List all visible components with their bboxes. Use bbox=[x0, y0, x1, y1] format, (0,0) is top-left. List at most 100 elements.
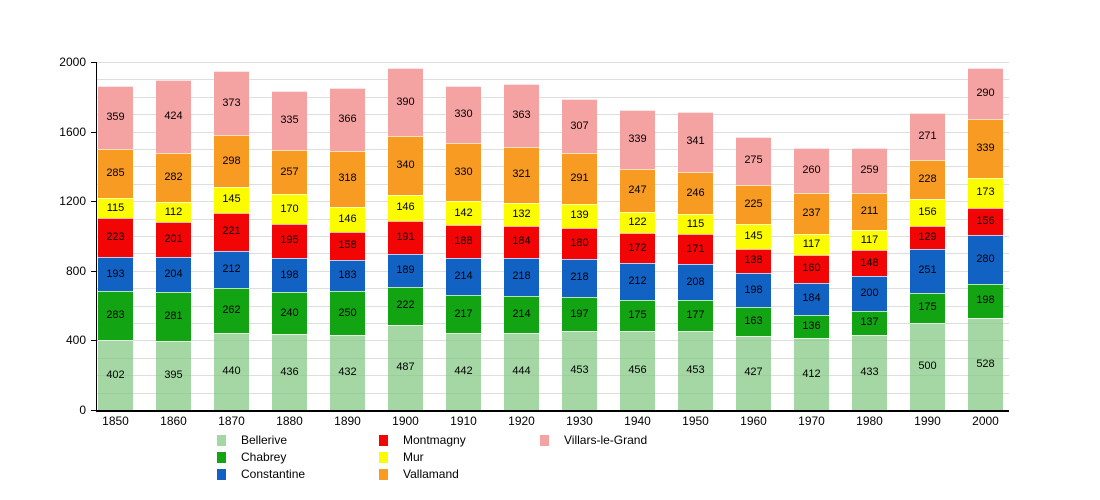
bar-column-1850: 402 283 193 223 115 285 359 bbox=[98, 62, 133, 410]
bar-segment-mur: 115 bbox=[678, 214, 713, 235]
bar-segment-vallamand: 298 bbox=[214, 135, 249, 188]
segment-value-label: 212 bbox=[628, 275, 647, 288]
y-tick-mark bbox=[91, 340, 96, 342]
legend-label: Villars-le-Grand bbox=[564, 433, 648, 447]
gridline bbox=[97, 375, 1009, 377]
bar-segment-chabrey: 197 bbox=[562, 296, 597, 332]
segment-value-label: 433 bbox=[860, 365, 879, 378]
bar-segment-mur: 145 bbox=[214, 187, 249, 213]
segment-value-label: 373 bbox=[222, 96, 241, 109]
bar-segment-vallamand: 211 bbox=[852, 193, 887, 230]
legend-item-montmagny: Montmagny bbox=[379, 432, 466, 448]
segment-value-label: 156 bbox=[976, 214, 995, 227]
bar-segment-chabrey: 283 bbox=[98, 290, 133, 341]
bar-segment-mur: 115 bbox=[98, 198, 133, 219]
segment-value-label: 318 bbox=[338, 172, 357, 185]
segment-value-label: 184 bbox=[802, 292, 821, 305]
bar-segment-mur: 145 bbox=[736, 223, 771, 249]
segment-value-label: 250 bbox=[338, 306, 357, 319]
segment-value-label: 225 bbox=[744, 197, 763, 210]
bar-segment-villars-le-grand: 260 bbox=[794, 148, 829, 194]
segment-value-label: 366 bbox=[338, 112, 357, 125]
legend-label: Constantine bbox=[241, 467, 306, 481]
x-tick-label: 2000 bbox=[972, 414, 999, 428]
bar-segment-montmagny: 129 bbox=[910, 226, 945, 249]
segment-value-label: 146 bbox=[338, 212, 357, 225]
bar-segment-chabrey: 281 bbox=[156, 292, 191, 342]
segment-value-label: 330 bbox=[454, 165, 473, 178]
segment-value-label: 145 bbox=[222, 193, 241, 206]
bar-segment-constantine: 212 bbox=[620, 263, 655, 301]
plot-area: 402 283 193 223 115 285 359 395 281 204 201 112 282 4… bbox=[97, 62, 1009, 410]
bar-segment-chabrey: 262 bbox=[214, 287, 249, 334]
segment-value-label: 212 bbox=[222, 262, 241, 275]
bar-segment-bellerive: 436 bbox=[272, 334, 307, 410]
segment-value-label: 390 bbox=[396, 95, 415, 108]
bar-segment-constantine: 212 bbox=[214, 251, 249, 288]
bar-segment-montmagny: 195 bbox=[272, 224, 307, 258]
x-tick-label: 1970 bbox=[798, 414, 825, 428]
segment-value-label: 184 bbox=[512, 235, 531, 248]
bar-segment-villars-le-grand: 359 bbox=[98, 86, 133, 149]
segment-value-label: 171 bbox=[686, 242, 705, 255]
bar-segment-chabrey: 214 bbox=[504, 295, 539, 333]
bar-segment-constantine: 251 bbox=[910, 248, 945, 293]
legend-swatch bbox=[217, 451, 226, 463]
bar-segment-montmagny: 184 bbox=[504, 225, 539, 258]
bar-segment-constantine: 193 bbox=[98, 257, 133, 291]
segment-value-label: 339 bbox=[628, 133, 647, 146]
bar-column-1950: 453 177 208 171 115 246 341 bbox=[678, 62, 713, 410]
segment-value-label: 432 bbox=[338, 365, 357, 378]
bar-segment-vallamand: 321 bbox=[504, 146, 539, 203]
x-tick-label: 1950 bbox=[682, 414, 709, 428]
segment-value-label: 487 bbox=[396, 361, 415, 374]
x-tick-label: 1850 bbox=[102, 414, 129, 428]
gridline bbox=[97, 323, 1009, 324]
gridline bbox=[97, 288, 1009, 290]
bar-segment-villars-le-grand: 290 bbox=[968, 68, 1003, 119]
legend-item-chabrey: Chabrey bbox=[217, 449, 286, 465]
segment-value-label: 237 bbox=[802, 207, 821, 220]
segment-value-label: 170 bbox=[280, 202, 299, 215]
y-tick-mark bbox=[91, 270, 96, 272]
legend-swatch bbox=[217, 468, 226, 480]
bar-segment-bellerive: 440 bbox=[214, 333, 249, 410]
segment-value-label: 402 bbox=[106, 368, 125, 381]
bar-segment-montmagny: 188 bbox=[446, 225, 481, 259]
bar-segment-chabrey: 137 bbox=[852, 310, 887, 335]
bar-segment-villars-le-grand: 373 bbox=[214, 70, 249, 136]
segment-value-label: 340 bbox=[396, 159, 415, 172]
bar-segment-vallamand: 318 bbox=[330, 151, 365, 207]
bar-segment-mur: 112 bbox=[156, 202, 191, 222]
bar-segment-chabrey: 222 bbox=[388, 286, 423, 326]
bar-column-1900: 487 222 189 191 146 340 390 bbox=[388, 62, 423, 410]
segment-value-label: 117 bbox=[802, 238, 821, 251]
x-tick-label: 1920 bbox=[508, 414, 535, 428]
bar-segment-montmagny: 171 bbox=[678, 234, 713, 265]
segment-value-label: 500 bbox=[918, 360, 937, 372]
segment-value-label: 218 bbox=[512, 270, 531, 283]
x-tick-label: 1870 bbox=[218, 414, 245, 428]
gridline bbox=[97, 114, 1009, 116]
bar-segment-constantine: 208 bbox=[678, 264, 713, 301]
segment-value-label: 259 bbox=[860, 164, 879, 177]
segment-value-label: 112 bbox=[164, 205, 183, 218]
bar-segment-vallamand: 285 bbox=[98, 148, 133, 199]
segment-value-label: 145 bbox=[744, 229, 763, 242]
segment-value-label: 180 bbox=[570, 236, 589, 249]
segment-value-label: 412 bbox=[802, 367, 821, 380]
bar-segment-villars-le-grand: 259 bbox=[852, 148, 887, 194]
gridline bbox=[97, 392, 1009, 394]
segment-value-label: 197 bbox=[570, 307, 589, 320]
segment-value-label: 262 bbox=[222, 304, 241, 317]
segment-value-label: 177 bbox=[686, 309, 705, 322]
bar-segment-vallamand: 330 bbox=[446, 143, 481, 201]
legend-item-villars-le-grand: Villars-le-Grand bbox=[540, 432, 647, 448]
segment-value-label: 160 bbox=[802, 262, 821, 275]
bar-segment-mur: 146 bbox=[388, 195, 423, 221]
segment-value-label: 298 bbox=[222, 154, 241, 167]
segment-value-label: 528 bbox=[976, 357, 995, 370]
segment-value-label: 172 bbox=[628, 241, 647, 254]
bar-segment-bellerive: 528 bbox=[968, 318, 1003, 410]
